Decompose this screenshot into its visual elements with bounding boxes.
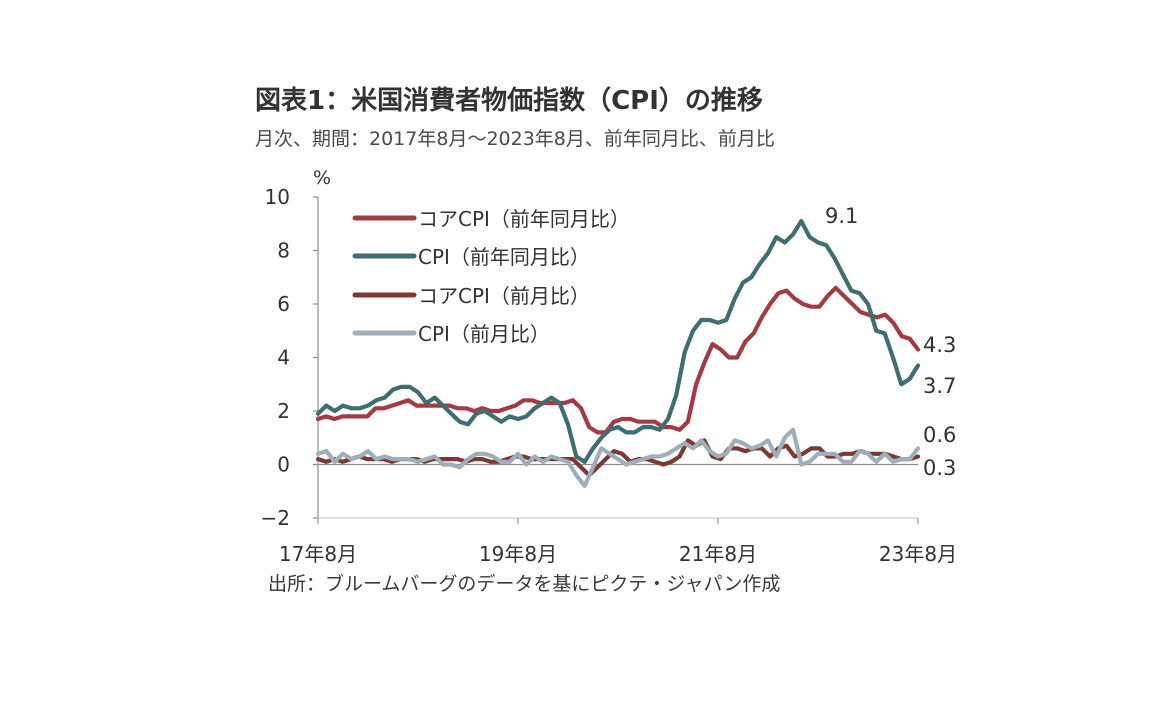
x-tick-label: 17年8月 xyxy=(279,542,357,566)
value-label: 0.3 xyxy=(923,456,956,480)
legend-label-cpi_yoy: CPI（前年同月比） xyxy=(418,245,590,269)
x-tick-label: 23年8月 xyxy=(879,542,957,566)
x-tick-label: 21年8月 xyxy=(679,542,757,566)
y-tick-label: 0 xyxy=(277,453,290,477)
legend-label-core_yoy: コアCPI（前年同月比） xyxy=(418,207,630,231)
legend-label-cpi_mom: CPI（前月比） xyxy=(418,322,550,346)
axes: −2 0 2 4 6 8 10% 17年8月 19年8月 21年8月 23年8月 xyxy=(261,167,958,566)
chart-source: 出所：ブルームバーグのデータを基にピクテ・ジャパン作成 xyxy=(268,573,781,595)
y-tick-label: 10 xyxy=(265,185,290,209)
y-tick-label: 8 xyxy=(277,239,290,263)
annotations: 9.1 4.3 3.7 0.6 0.3 xyxy=(825,204,956,480)
value-label: 3.7 xyxy=(923,374,956,398)
value-label: 9.1 xyxy=(825,204,858,228)
x-tick-label: 19年8月 xyxy=(479,542,557,566)
legend-label-core_mom: コアCPI（前月比） xyxy=(418,284,590,308)
series-line-cpi_yoy xyxy=(315,219,921,464)
y-tick-label: 4 xyxy=(277,346,290,370)
series-line-core_mom xyxy=(315,438,921,478)
chart-subtitle: 月次、期間：2017年8月～2023年8月、前年同月比、前月比 xyxy=(255,128,775,150)
y-tick-label: 6 xyxy=(277,292,290,316)
legend: コアCPI（前年同月比） CPI（前年同月比） コアCPI（前月比） CPI（前月比） xyxy=(352,207,630,346)
series-lines xyxy=(315,219,921,488)
value-label: 4.3 xyxy=(923,333,956,357)
y-tick-label: 2 xyxy=(277,399,290,423)
value-label: 0.6 xyxy=(923,423,956,447)
y-unit-label: % xyxy=(313,167,331,189)
y-tick-label: −2 xyxy=(261,506,290,530)
chart-title: 図表1：米国消費者物価指数（CPI）の推移 xyxy=(255,86,763,116)
series-line-core_yoy xyxy=(315,285,921,435)
series-line-cpi_mom xyxy=(315,427,921,488)
